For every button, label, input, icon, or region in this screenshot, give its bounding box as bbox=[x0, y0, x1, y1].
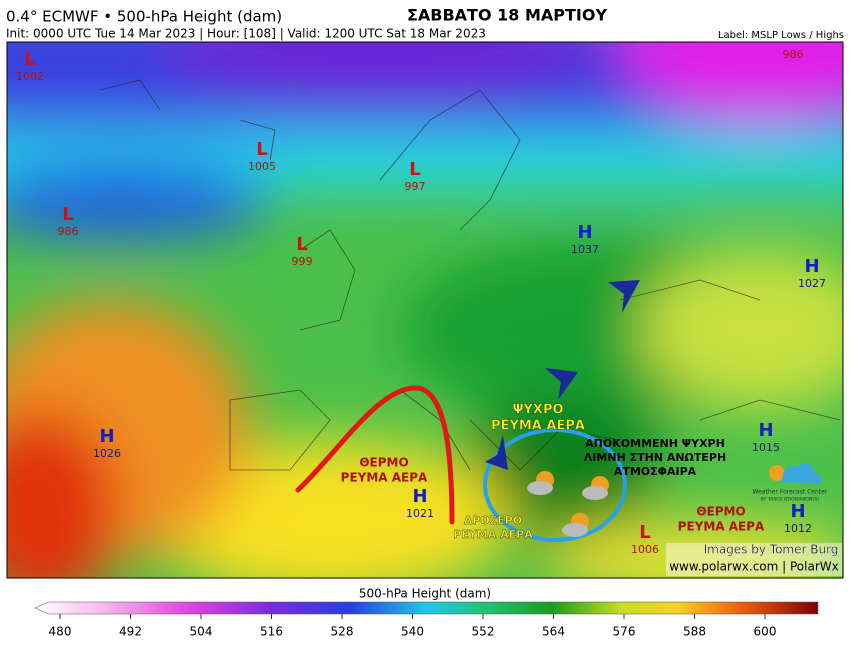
annotation-line: ΡΕΥΜΑ ΑΕΡΑ bbox=[491, 419, 585, 434]
annotation-line: ΑΠΟΚΟΜΜΕΝΗ ΨΥΧΡΗ bbox=[585, 437, 725, 450]
corner-pressure: 986 bbox=[783, 48, 804, 61]
system-letter: H bbox=[99, 426, 114, 447]
system-pressure: 1006 bbox=[631, 543, 659, 556]
annotation-line: ΑΤΜΟΣΦΑΙΡΑ bbox=[614, 465, 697, 478]
colorbar bbox=[34, 601, 819, 615]
system-letter: L bbox=[256, 139, 267, 160]
headline: ΣΑΒΒΑΤΟ 18 ΜΑΡΤΙΟΥ bbox=[407, 6, 608, 25]
system-letter: H bbox=[577, 222, 592, 243]
annotation-line: ΡΕΥΜΑ ΑΕΡΑ bbox=[678, 520, 765, 534]
title: 0.4° ECMWF • 500-hPa Height (dam) bbox=[6, 8, 282, 26]
colorbar-tick-label: 504 bbox=[190, 625, 213, 639]
annotation-line: ΘΕΡΜΟ bbox=[359, 456, 408, 470]
colorbar-tick-label: 576 bbox=[613, 625, 636, 639]
colorbar-tick-label: 600 bbox=[754, 625, 777, 639]
annotation-line: ΔΡΟΣΕΡΟ bbox=[464, 514, 522, 527]
system-pressure: 1005 bbox=[248, 160, 276, 173]
system-letter: H bbox=[804, 256, 819, 277]
system-pressure: 1027 bbox=[798, 277, 826, 290]
colorbar-tick-label: 540 bbox=[401, 625, 424, 639]
credit-box bbox=[666, 543, 842, 576]
system-pressure: 986 bbox=[58, 225, 79, 238]
system-pressure: 1021 bbox=[406, 507, 434, 520]
label-note: Label: MSLP Lows / Highs bbox=[718, 30, 844, 41]
system-letter: L bbox=[409, 159, 420, 180]
credit: Images by Tomer Burg bbox=[704, 543, 839, 557]
system-pressure: 1002 bbox=[16, 70, 44, 83]
credit: www.polarwx.com | PolarWx bbox=[669, 560, 839, 574]
subtitle: Init: 0000 UTC Tue 14 Mar 2023 | Hour: [… bbox=[6, 27, 486, 41]
colorbar-tick-label: 588 bbox=[683, 625, 706, 639]
weather-icons bbox=[527, 463, 822, 537]
colorbar-tick-label: 492 bbox=[119, 625, 142, 639]
system-letter: L bbox=[639, 522, 650, 543]
system-pressure: 997 bbox=[405, 180, 426, 193]
system-letter: L bbox=[62, 204, 73, 225]
system-pressure: 1037 bbox=[571, 243, 599, 256]
colorbar-title: 500-hPa Height (dam) bbox=[359, 587, 491, 601]
colorbar-tick-label: 528 bbox=[331, 625, 354, 639]
system-letter: H bbox=[790, 501, 805, 522]
system-pressure: 1026 bbox=[93, 447, 121, 460]
colorbar-tick-label: 480 bbox=[49, 625, 72, 639]
annotation-line: ΨΥΧΡΟ bbox=[512, 403, 563, 418]
colorbar-tick-label: 564 bbox=[542, 625, 565, 639]
system-letter: H bbox=[412, 486, 427, 507]
system-pressure: 1015 bbox=[752, 441, 780, 454]
system-pressure: 999 bbox=[292, 255, 313, 268]
system-letter: H bbox=[758, 420, 773, 441]
annotation-line: ΛΙΜΝΗ ΣΤΗΝ ΑΝΩΤΕΡΗ bbox=[584, 451, 726, 464]
logo-name: Weather Forecast Center bbox=[753, 489, 828, 496]
annotation-line: ΘΕΡΜΟ bbox=[696, 505, 745, 519]
annotation-line: ΡΕΥΜΑ ΑΕΡΑ bbox=[341, 471, 428, 485]
colorbar-tick-label: 552 bbox=[472, 625, 495, 639]
map bbox=[7, 42, 843, 578]
system-letter: L bbox=[296, 234, 307, 255]
logo-by: BY TASOS IERODIAKONOU bbox=[761, 497, 819, 503]
colorbar-tick-label: 516 bbox=[260, 625, 283, 639]
annotation-line: ΡΕΥΜΑ ΑΕΡΑ bbox=[453, 528, 533, 541]
system-pressure: 1012 bbox=[784, 522, 812, 535]
system-letter: L bbox=[24, 49, 35, 70]
